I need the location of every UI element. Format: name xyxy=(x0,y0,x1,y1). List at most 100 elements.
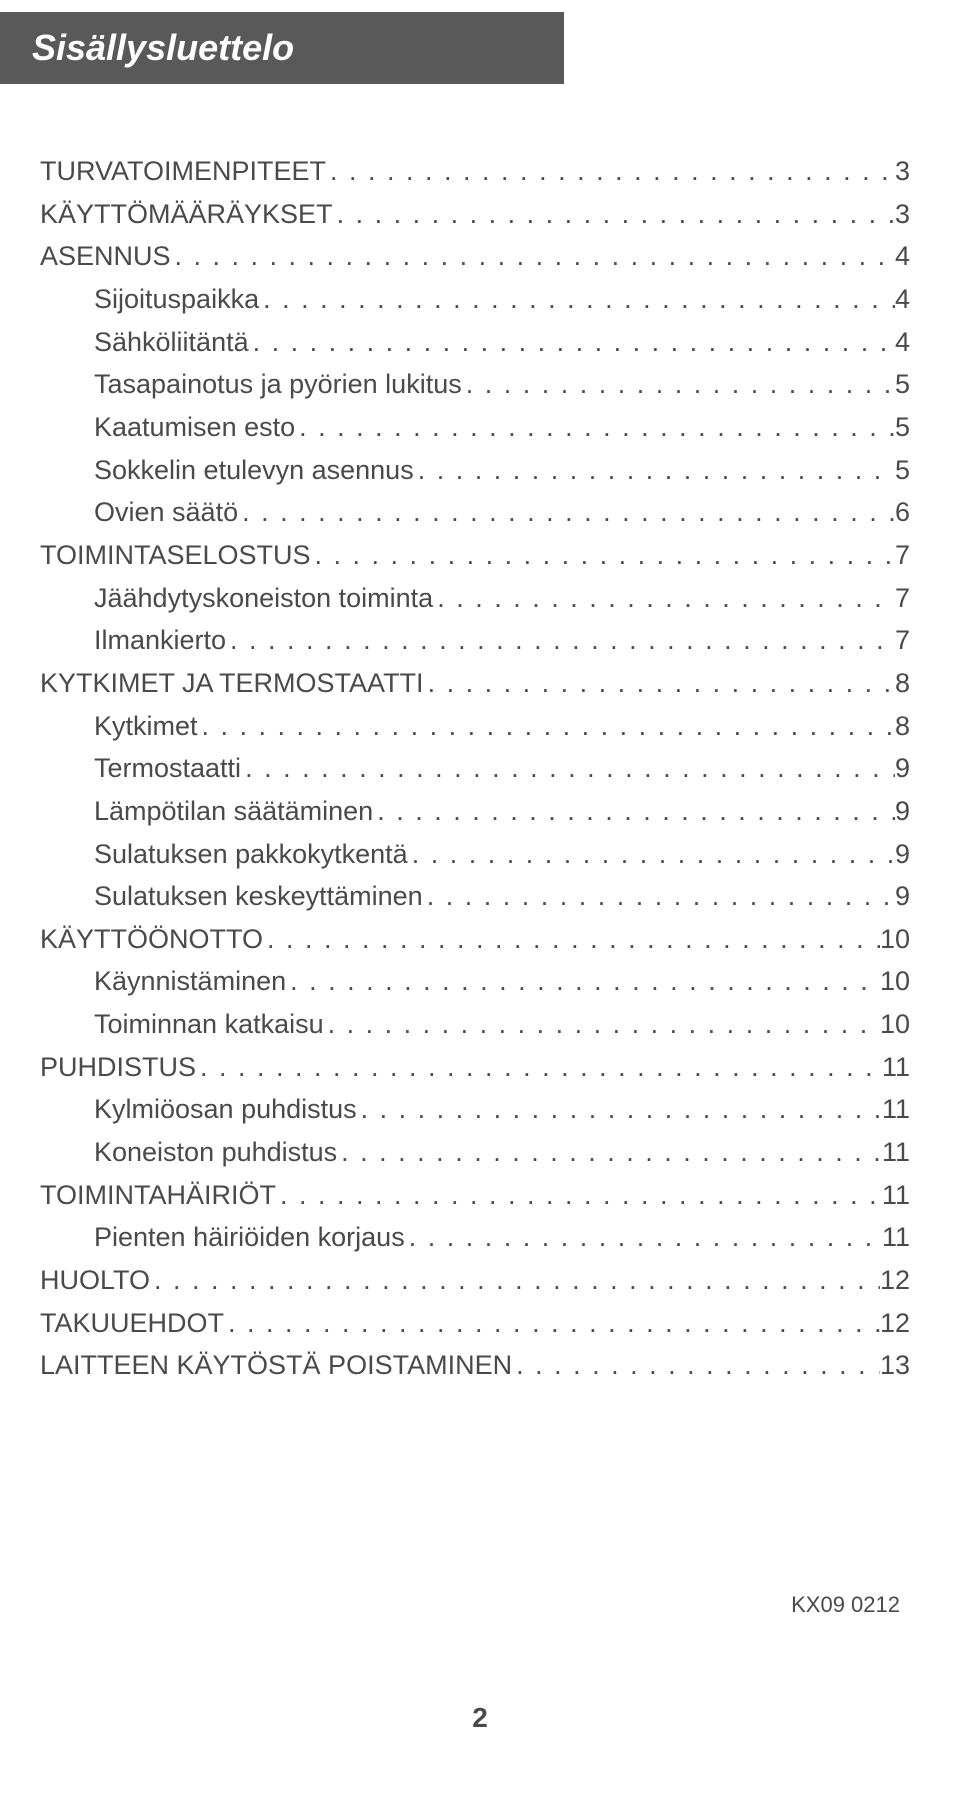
toc-leader-dots: . . . . . . . . . . . . . . . . . . . . … xyxy=(414,449,895,492)
table-of-contents: TURVATOIMENPITEET . . . . . . . . . . . … xyxy=(40,150,910,1387)
toc-leader-dots: . . . . . . . . . . . . . . . . . . . . … xyxy=(512,1344,880,1387)
toc-leader-dots: . . . . . . . . . . . . . . . . . . . . … xyxy=(196,1046,882,1089)
toc-leader-dots: . . . . . . . . . . . . . . . . . . . . … xyxy=(150,1259,880,1302)
toc-leader-dots: . . . . . . . . . . . . . . . . . . . . … xyxy=(408,833,895,876)
toc-page: 9 xyxy=(895,875,910,918)
toc-row: Lämpötilan säätäminen . . . . . . . . . … xyxy=(40,790,910,833)
toc-page: 7 xyxy=(895,577,910,620)
toc-page: 4 xyxy=(895,321,910,364)
toc-row: ASENNUS . . . . . . . . . . . . . . . . … xyxy=(40,235,910,278)
toc-label: ASENNUS xyxy=(40,235,171,278)
toc-page: 11 xyxy=(882,1174,910,1217)
toc-row: Käynnistäminen . . . . . . . . . . . . .… xyxy=(40,960,910,1003)
toc-page: 11 xyxy=(882,1131,910,1174)
toc-label: PUHDISTUS xyxy=(40,1046,196,1089)
toc-page: 12 xyxy=(880,1259,910,1302)
toc-row: TOIMINTASELOSTUS . . . . . . . . . . . .… xyxy=(40,534,910,577)
footer-code: KX09 0212 xyxy=(791,1592,900,1618)
toc-label: KÄYTTÖMÄÄRÄYKSET xyxy=(40,193,333,236)
toc-leader-dots: . . . . . . . . . . . . . . . . . . . . … xyxy=(424,662,895,705)
toc-label: Termostaatti xyxy=(94,747,241,790)
toc-row: Sijoituspaikka . . . . . . . . . . . . .… xyxy=(40,278,910,321)
toc-row: KÄYTTÖÖNOTTO . . . . . . . . . . . . . .… xyxy=(40,918,910,961)
toc-label: Kytkimet xyxy=(94,705,198,748)
toc-page: 10 xyxy=(880,1003,910,1046)
toc-label: HUOLTO xyxy=(40,1259,150,1302)
toc-page: 10 xyxy=(880,960,910,1003)
toc-page: 3 xyxy=(895,150,910,193)
toc-page: 11 xyxy=(882,1046,910,1089)
toc-row: Termostaatti . . . . . . . . . . . . . .… xyxy=(40,747,910,790)
toc-leader-dots: . . . . . . . . . . . . . . . . . . . . … xyxy=(224,1302,880,1345)
toc-label: Tasapainotus ja pyörien lukitus xyxy=(94,363,462,406)
toc-row: Sähköliitäntä . . . . . . . . . . . . . … xyxy=(40,321,910,364)
toc-row: HUOLTO . . . . . . . . . . . . . . . . .… xyxy=(40,1259,910,1302)
toc-label: Toiminnan katkaisu xyxy=(94,1003,324,1046)
toc-leader-dots: . . . . . . . . . . . . . . . . . . . . … xyxy=(241,747,895,790)
toc-leader-dots: . . . . . . . . . . . . . . . . . . . . … xyxy=(198,705,895,748)
toc-row: Kylmiöosan puhdistus . . . . . . . . . .… xyxy=(40,1088,910,1131)
toc-leader-dots: . . . . . . . . . . . . . . . . . . . . … xyxy=(249,321,895,364)
toc-row: Sulatuksen pakkokytkentä . . . . . . . .… xyxy=(40,833,910,876)
toc-row: Jäähdytyskoneiston toiminta . . . . . . … xyxy=(40,577,910,620)
toc-label: Sijoituspaikka xyxy=(94,278,259,321)
toc-row: Toiminnan katkaisu . . . . . . . . . . .… xyxy=(40,1003,910,1046)
toc-label: Pienten häiriöiden korjaus xyxy=(94,1216,405,1259)
toc-label: TAKUUEHDOT xyxy=(40,1302,224,1345)
toc-row: KYTKIMET JA TERMOSTAATTI . . . . . . . .… xyxy=(40,662,910,705)
toc-page: 5 xyxy=(895,449,910,492)
toc-page: 8 xyxy=(895,662,910,705)
toc-leader-dots: . . . . . . . . . . . . . . . . . . . . … xyxy=(333,193,895,236)
toc-row: Sulatuksen keskeyttäminen . . . . . . . … xyxy=(40,875,910,918)
toc-row: Sokkelin etulevyn asennus . . . . . . . … xyxy=(40,449,910,492)
toc-row: TAKUUEHDOT . . . . . . . . . . . . . . .… xyxy=(40,1302,910,1345)
toc-row: PUHDISTUS . . . . . . . . . . . . . . . … xyxy=(40,1046,910,1089)
toc-page: 6 xyxy=(895,491,910,534)
toc-leader-dots: . . . . . . . . . . . . . . . . . . . . … xyxy=(433,577,895,620)
toc-row: Koneiston puhdistus . . . . . . . . . . … xyxy=(40,1131,910,1174)
toc-page: 9 xyxy=(895,790,910,833)
toc-row: TOIMINTAHÄIRIÖT . . . . . . . . . . . . … xyxy=(40,1174,910,1217)
toc-leader-dots: . . . . . . . . . . . . . . . . . . . . … xyxy=(326,150,895,193)
toc-leader-dots: . . . . . . . . . . . . . . . . . . . . … xyxy=(171,235,895,278)
toc-leader-dots: . . . . . . . . . . . . . . . . . . . . … xyxy=(357,1088,882,1131)
toc-row: Kytkimet . . . . . . . . . . . . . . . .… xyxy=(40,705,910,748)
toc-page: 3 xyxy=(895,193,910,236)
toc-label: Sokkelin etulevyn asennus xyxy=(94,449,414,492)
toc-page: 9 xyxy=(895,833,910,876)
toc-leader-dots: . . . . . . . . . . . . . . . . . . . . … xyxy=(311,534,895,577)
toc-leader-dots: . . . . . . . . . . . . . . . . . . . . … xyxy=(238,491,895,534)
toc-page: 10 xyxy=(880,918,910,961)
toc-label: Käynnistäminen xyxy=(94,960,286,1003)
toc-label: LAITTEEN KÄYTÖSTÄ POISTAMINEN xyxy=(40,1344,512,1387)
toc-label: Koneiston puhdistus xyxy=(94,1131,337,1174)
toc-leader-dots: . . . . . . . . . . . . . . . . . . . . … xyxy=(295,406,895,449)
toc-row: Kaatumisen esto . . . . . . . . . . . . … xyxy=(40,406,910,449)
toc-label: Jäähdytyskoneiston toiminta xyxy=(94,577,433,620)
toc-label: TOIMINTAHÄIRIÖT xyxy=(40,1174,276,1217)
toc-leader-dots: . . . . . . . . . . . . . . . . . . . . … xyxy=(324,1003,880,1046)
toc-row: TURVATOIMENPITEET . . . . . . . . . . . … xyxy=(40,150,910,193)
toc-leader-dots: . . . . . . . . . . . . . . . . . . . . … xyxy=(462,363,895,406)
toc-page: 7 xyxy=(895,619,910,662)
page-number: 2 xyxy=(472,1702,488,1734)
toc-leader-dots: . . . . . . . . . . . . . . . . . . . . … xyxy=(263,918,880,961)
toc-label: Kylmiöosan puhdistus xyxy=(94,1088,357,1131)
toc-leader-dots: . . . . . . . . . . . . . . . . . . . . … xyxy=(286,960,880,1003)
toc-page: 11 xyxy=(882,1088,910,1131)
toc-page: 11 xyxy=(882,1216,910,1259)
toc-page: 5 xyxy=(895,406,910,449)
toc-label: KÄYTTÖÖNOTTO xyxy=(40,918,263,961)
toc-page: 5 xyxy=(895,363,910,406)
toc-row: LAITTEEN KÄYTÖSTÄ POISTAMINEN . . . . . … xyxy=(40,1344,910,1387)
toc-leader-dots: . . . . . . . . . . . . . . . . . . . . … xyxy=(405,1216,882,1259)
toc-leader-dots: . . . . . . . . . . . . . . . . . . . . … xyxy=(337,1131,882,1174)
toc-leader-dots: . . . . . . . . . . . . . . . . . . . . … xyxy=(423,875,895,918)
toc-row: KÄYTTÖMÄÄRÄYKSET . . . . . . . . . . . .… xyxy=(40,193,910,236)
toc-label: Sulatuksen pakkokytkentä xyxy=(94,833,408,876)
toc-page: 12 xyxy=(880,1302,910,1345)
toc-leader-dots: . . . . . . . . . . . . . . . . . . . . … xyxy=(373,790,895,833)
toc-row: Ovien säätö . . . . . . . . . . . . . . … xyxy=(40,491,910,534)
header-bar: Sisällysluettelo xyxy=(0,12,564,84)
header-title: Sisällysluettelo xyxy=(32,27,294,69)
